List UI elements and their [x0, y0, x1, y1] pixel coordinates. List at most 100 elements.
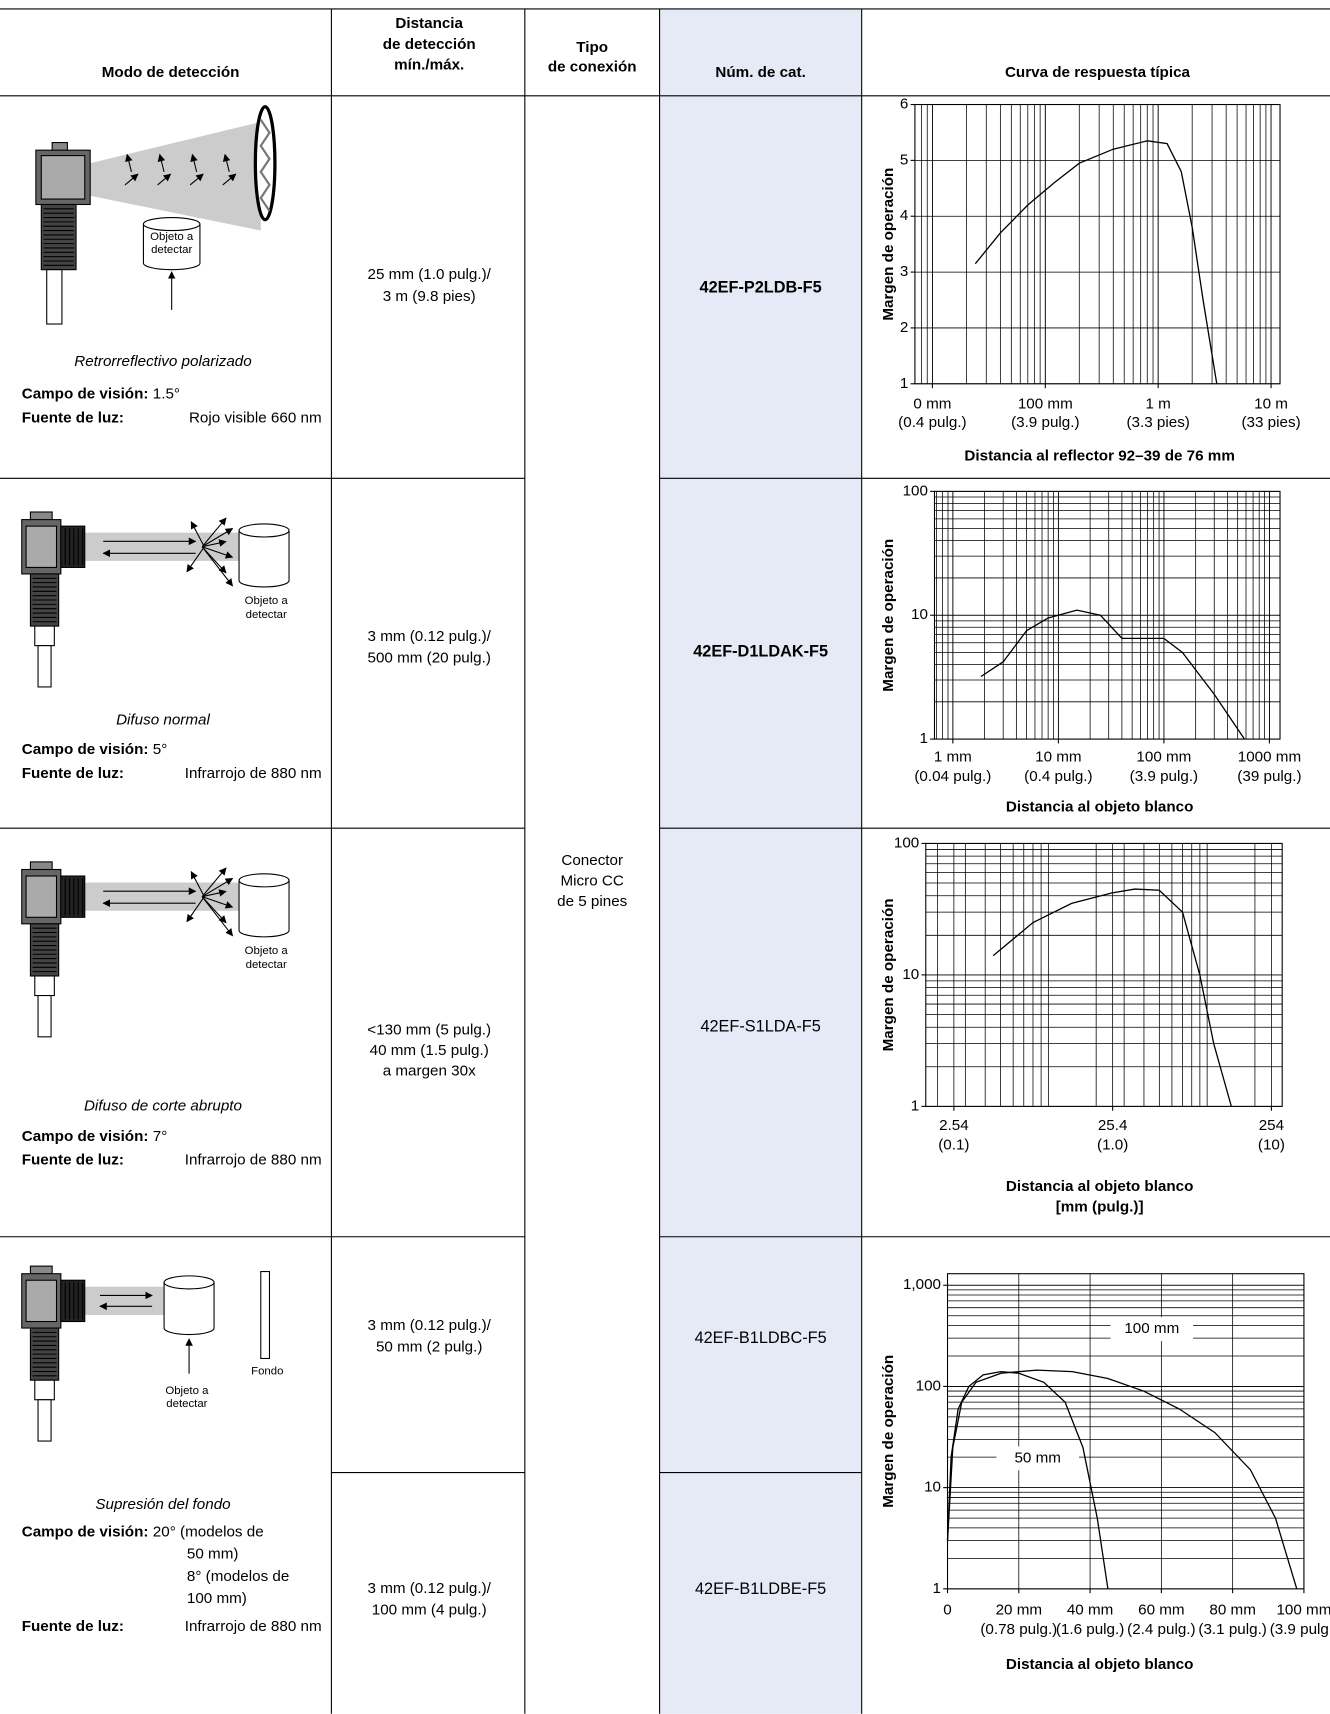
x-axis-label: [mm (pulg.)]	[1056, 1198, 1144, 1215]
header-cell: mín./máx.	[394, 56, 464, 73]
illustration-label: Objeto a	[165, 1385, 209, 1397]
field-value: 7°	[153, 1128, 168, 1145]
x-tick-label: (3.9 pulg.)	[1130, 768, 1198, 785]
field-value: 20° (modelos de	[153, 1523, 264, 1540]
sensing-distance: 25 mm (1.0 pulg.)/	[368, 266, 492, 283]
field-value: 50 mm)	[187, 1546, 239, 1563]
y-axis-label: Margen de operación	[880, 898, 897, 1051]
field-label: Campo de visión:	[22, 386, 149, 403]
x-tick-label: 20 mm	[996, 1602, 1042, 1619]
light-beam	[90, 122, 261, 231]
sensing-distance: 40 mm (1.5 pulg.)	[370, 1042, 489, 1059]
sensing-distance: 3 mm (0.12 pulg.)/	[368, 1580, 492, 1597]
x-tick-label: 1000 mm	[1238, 749, 1301, 766]
catalog-number: 42EF-P2LDB-F5	[700, 278, 822, 296]
x-tick-label: 25.4	[1098, 1117, 1128, 1134]
light-beam	[85, 883, 239, 911]
target-object	[143, 218, 200, 231]
x-tick-label: 10 m	[1254, 395, 1288, 412]
y-tick-label: 100	[916, 1377, 941, 1394]
illustration-label: detectar	[151, 244, 192, 256]
catalog-column	[660, 9, 862, 1714]
x-tick-label: (0.4 pulg.)	[1024, 768, 1092, 785]
sensing-distance: 3 mm (0.12 pulg.)/	[368, 1317, 492, 1334]
sensing-distance: 500 mm (20 pulg.)	[368, 650, 491, 667]
x-tick-label: 0 mm	[913, 395, 951, 412]
document: Modo de detecciónDistanciade detecciónmí…	[0, 0, 1330, 1714]
x-tick-label: 100 mm	[1136, 749, 1191, 766]
x-axis-label: Distancia al objeto blanco	[1006, 1656, 1194, 1673]
catalog-number: 42EF-B1LDBE-F5	[695, 1580, 826, 1598]
sensor-cable	[38, 1400, 51, 1441]
illustration-label: Objeto a	[150, 231, 194, 243]
y-tick-label: 1	[911, 1097, 919, 1114]
sensing-distance: 100 mm (4 pulg.)	[372, 1602, 487, 1619]
x-tick-label: (33 pies)	[1241, 414, 1300, 431]
y-tick-label: 2	[900, 319, 908, 336]
y-axis-label: Margen de operación	[880, 1355, 897, 1508]
sensing-distance: 3 m (9.8 pies)	[383, 288, 476, 305]
field: Campo de visión:20° (modelos de	[22, 1523, 264, 1540]
illustration-label: Objeto a	[245, 595, 289, 607]
x-tick-label: (0.78 pulg.)	[980, 1621, 1057, 1638]
illustration-label: Fondo	[251, 1366, 283, 1378]
y-tick-label: 100	[903, 482, 928, 499]
header-cell: Modo de detección	[102, 64, 240, 81]
sensor-face	[41, 156, 84, 199]
y-tick-label: 1	[900, 375, 908, 392]
header-cell: Curva de respuesta típica	[1005, 64, 1191, 81]
sensor-cable	[47, 270, 62, 324]
header-cell: de conexión	[548, 59, 637, 76]
y-axis-label: Margen de operación	[880, 539, 897, 692]
x-tick-label: 100 mm	[1276, 1602, 1330, 1619]
x-tick-label: (0.04 pulg.)	[914, 768, 991, 785]
sensor-cable	[38, 646, 51, 687]
field-value: 5°	[153, 741, 168, 758]
field-value: Infrarrojo de 880 nm	[185, 765, 322, 782]
sensing-distance: <130 mm (5 pulg.)	[367, 1021, 491, 1038]
field-value: 1.5°	[153, 386, 180, 403]
field-label: Fuente de luz:	[22, 1618, 124, 1635]
y-tick-label: 3	[900, 263, 908, 280]
field: Campo de visión:1.5°	[22, 386, 180, 403]
illustration-label: detectar	[246, 959, 287, 971]
illustration-label: detectar	[246, 609, 287, 621]
field-value: Rojo visible 660 nm	[189, 410, 322, 427]
field-value: 8° (modelos de	[187, 1568, 289, 1585]
light-beam	[85, 533, 239, 561]
detection-mode: Difuso de corte abrupto	[84, 1097, 242, 1114]
x-tick-label: (3.9 pulg.)	[1011, 414, 1079, 431]
detection-mode: Retrorreflectivo polarizado	[74, 353, 251, 370]
sensing-distance: 3 mm (0.12 pulg.)/	[368, 628, 492, 645]
target-object	[239, 530, 289, 580]
x-tick-label: (2.4 pulg.)	[1127, 1621, 1195, 1638]
x-tick-label: 0	[943, 1602, 951, 1619]
field-label: Campo de visión:	[22, 1523, 149, 1540]
x-tick-label: 60 mm	[1138, 1602, 1184, 1619]
target-object	[239, 880, 289, 930]
x-tick-label: (1.6 pulg.)	[1056, 1621, 1124, 1638]
sensing-distance: a margen 30x	[383, 1063, 476, 1080]
illustration-label: detectar	[166, 1398, 207, 1410]
connection-type: Conector	[561, 852, 623, 869]
plot-area	[915, 105, 1280, 384]
field: Campo de visión:7°	[22, 1128, 168, 1145]
sensor-lens	[61, 526, 85, 567]
detection-mode: Supresión del fondo	[95, 1496, 230, 1513]
x-tick-label: 1 m	[1146, 395, 1171, 412]
sensor-lens	[61, 1280, 85, 1321]
field-value: Infrarrojo de 880 nm	[185, 1618, 322, 1635]
y-tick-label: 1	[919, 730, 927, 747]
x-axis-label: Distancia al objeto blanco	[1006, 1178, 1194, 1195]
x-tick-label: 2.54	[939, 1117, 969, 1134]
sensor-face	[26, 876, 56, 917]
x-axis-label: Distancia al reflector 92–39 de 76 mm	[964, 448, 1234, 465]
x-tick-label: (1.0)	[1097, 1137, 1128, 1154]
y-axis-label: Margen de operación	[880, 168, 897, 321]
x-tick-label: 80 mm	[1209, 1602, 1255, 1619]
sensor-taper	[35, 1380, 55, 1400]
field-label: Campo de visión:	[22, 1128, 149, 1145]
table: Modo de detecciónDistanciade detecciónmí…	[0, 9, 1330, 1714]
background-plate	[261, 1272, 270, 1359]
sensor-cable	[38, 996, 51, 1037]
